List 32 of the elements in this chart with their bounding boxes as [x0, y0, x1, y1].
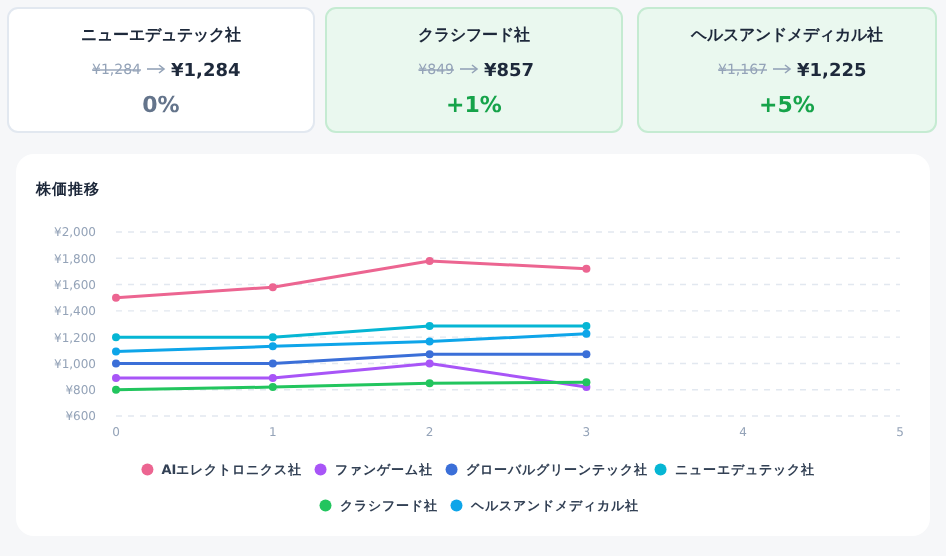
point [582, 264, 591, 273]
point [112, 333, 120, 342]
point [112, 293, 120, 302]
text: ¥857 [484, 62, 535, 82]
point [425, 350, 434, 359]
text: +5% [759, 92, 815, 118]
point [112, 347, 120, 356]
text: ニューエデュテック社 [81, 26, 241, 44]
point [112, 373, 120, 382]
text: 0% [142, 92, 180, 118]
text: ¥1,284 [171, 62, 241, 82]
point [425, 256, 434, 265]
point [582, 329, 591, 338]
point [425, 322, 434, 331]
point [582, 378, 591, 387]
point [425, 337, 434, 346]
point [268, 383, 277, 392]
text: ヘルスアンドメディカル社 [689, 26, 883, 44]
point [268, 359, 277, 368]
point [268, 333, 277, 342]
text: クラシフード社 [418, 26, 530, 44]
point [268, 373, 277, 382]
point [582, 350, 591, 359]
point [268, 283, 277, 292]
point [112, 385, 120, 394]
point [425, 379, 434, 388]
point [112, 359, 120, 368]
point [582, 322, 591, 331]
point [425, 359, 434, 368]
text: +1% [446, 92, 502, 118]
text: ¥1,225 [797, 62, 867, 82]
point [268, 342, 277, 351]
